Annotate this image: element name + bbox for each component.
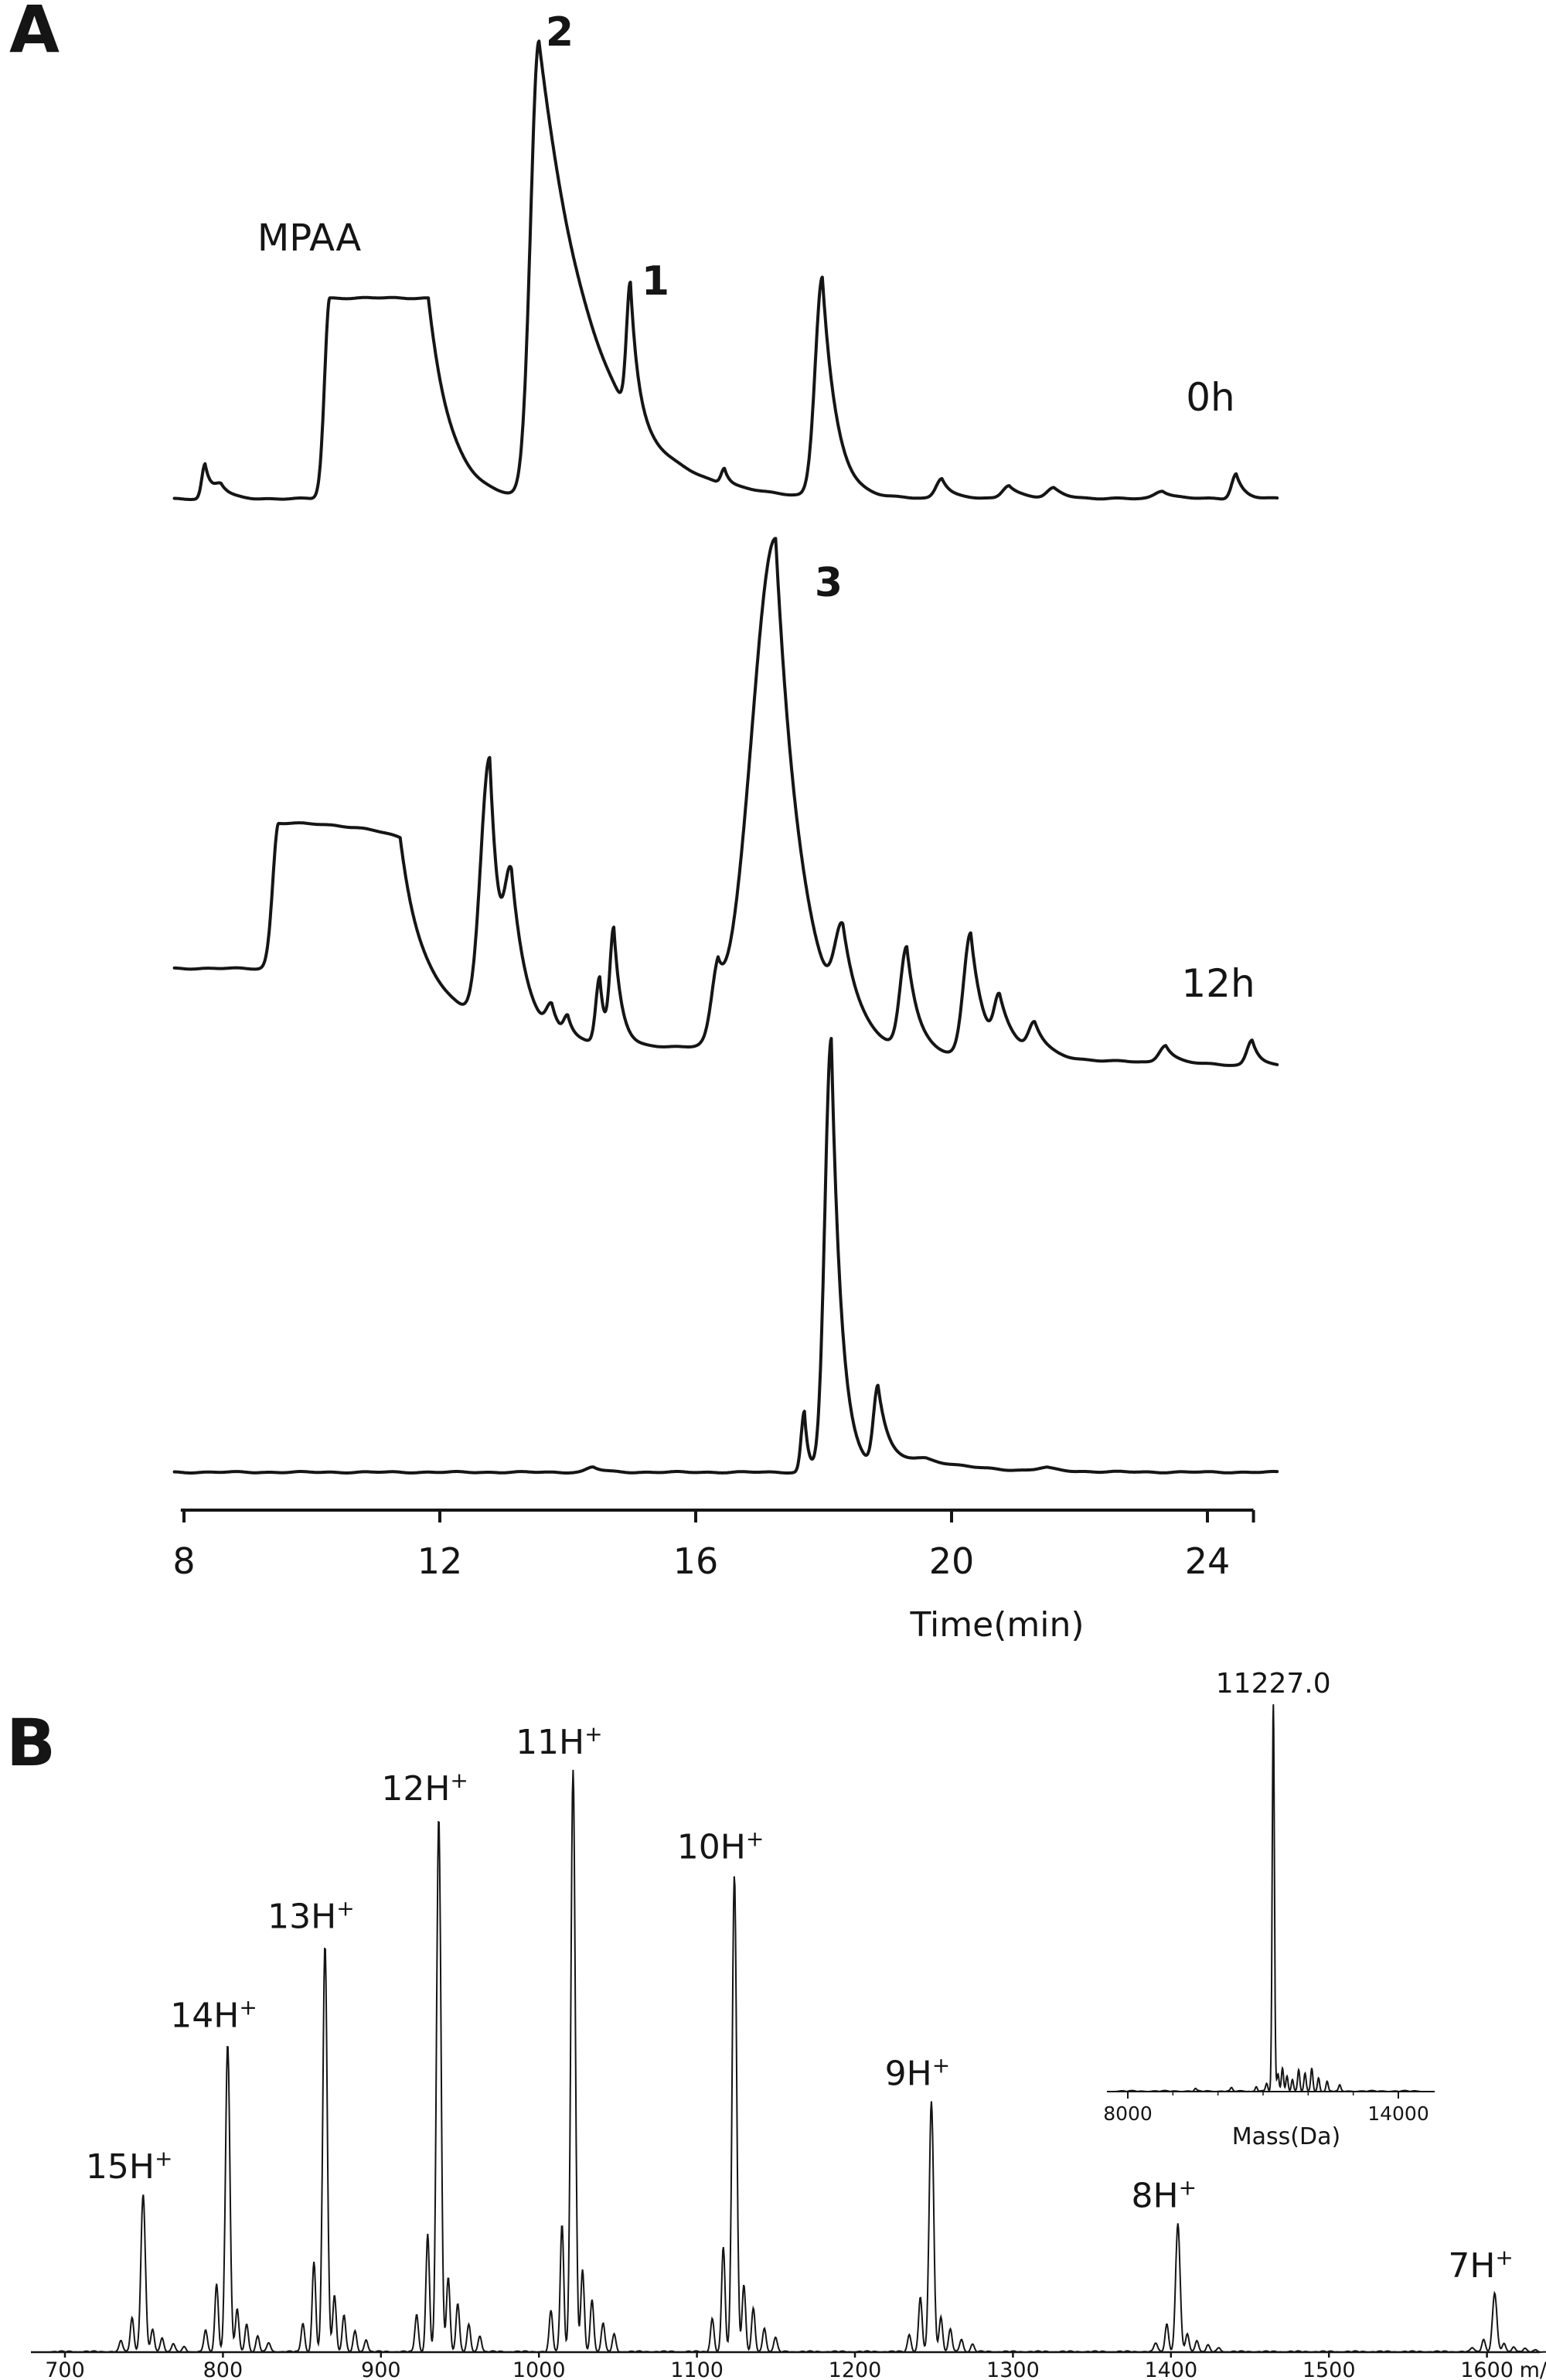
svg-text:15H+: 15H+ [86, 2146, 173, 2187]
svg-text:800: 800 [203, 2358, 243, 2380]
svg-text:1500: 1500 [1303, 2358, 1356, 2380]
ms-spectrum-trace [49, 1769, 1546, 2354]
time-axis-label: Time(min) [910, 1605, 1085, 1645]
svg-text:20: 20 [929, 1540, 975, 1582]
ms-deconvolution-inset: 8000 14000 Mass(Da) 11227.0 [1103, 1668, 1435, 2150]
svg-text:8H+: 8H+ [1132, 2175, 1197, 2216]
ms-charge-labels: 15H+ 14H+ 13H+ 12H+ 11H+ 10H+ 9H+ 8H+ 7H+ [86, 1721, 1514, 2286]
panel-a-label: A [9, 0, 60, 67]
annotation-mpaa: MPAA [257, 217, 362, 260]
svg-text:1400: 1400 [1144, 2358, 1197, 2380]
trace-label-0h: 0h [1186, 375, 1235, 420]
svg-text:12H+: 12H+ [381, 1768, 468, 1809]
svg-text:8000: 8000 [1103, 2102, 1153, 2125]
trace-label-12h: 12h [1181, 961, 1255, 1006]
svg-text:14H+: 14H+ [170, 1994, 257, 2035]
hplc-time-axis: 8 12 16 20 24 [172, 1509, 1255, 1582]
svg-text:900: 900 [361, 2358, 401, 2380]
svg-text:1000: 1000 [512, 2358, 566, 2380]
svg-text:700: 700 [45, 2358, 85, 2380]
svg-text:10H+: 10H+ [677, 1826, 764, 1867]
peak-label-1: 1 [641, 258, 670, 305]
ms-mz-axis: 700 800 900 1000 1100 1200 1300 1400 1500 1600 m/z [31, 2351, 1546, 2380]
peak-label-2: 2 [545, 9, 574, 56]
svg-text:12: 12 [417, 1540, 463, 1582]
svg-text:1600: 1600 [1460, 2358, 1514, 2380]
peak-label-3: 3 [814, 560, 843, 606]
hplc-trace-0h [172, 39, 1279, 501]
svg-text:13H+: 13H+ [267, 1896, 355, 1937]
svg-text:Mass(Da): Mass(Da) [1232, 2123, 1340, 2150]
svg-text:m/z: m/z [1520, 2358, 1546, 2380]
hplc-trace-12h [172, 537, 1279, 1067]
svg-text:24: 24 [1185, 1540, 1231, 1582]
svg-text:16: 16 [673, 1540, 719, 1582]
svg-text:11H+: 11H+ [516, 1721, 603, 1762]
hplc-trace-purified [172, 1037, 1279, 1475]
panel-b-label: B [6, 1705, 56, 1781]
svg-text:9H+: 9H+ [885, 2053, 951, 2094]
svg-text:1300: 1300 [986, 2358, 1040, 2380]
svg-text:14000: 14000 [1367, 2102, 1429, 2125]
svg-text:7H+: 7H+ [1448, 2245, 1514, 2286]
svg-text:1100: 1100 [670, 2358, 724, 2380]
svg-text:11227.0: 11227.0 [1216, 1668, 1331, 1700]
svg-text:1200: 1200 [829, 2358, 882, 2380]
svg-text:8: 8 [172, 1540, 195, 1582]
